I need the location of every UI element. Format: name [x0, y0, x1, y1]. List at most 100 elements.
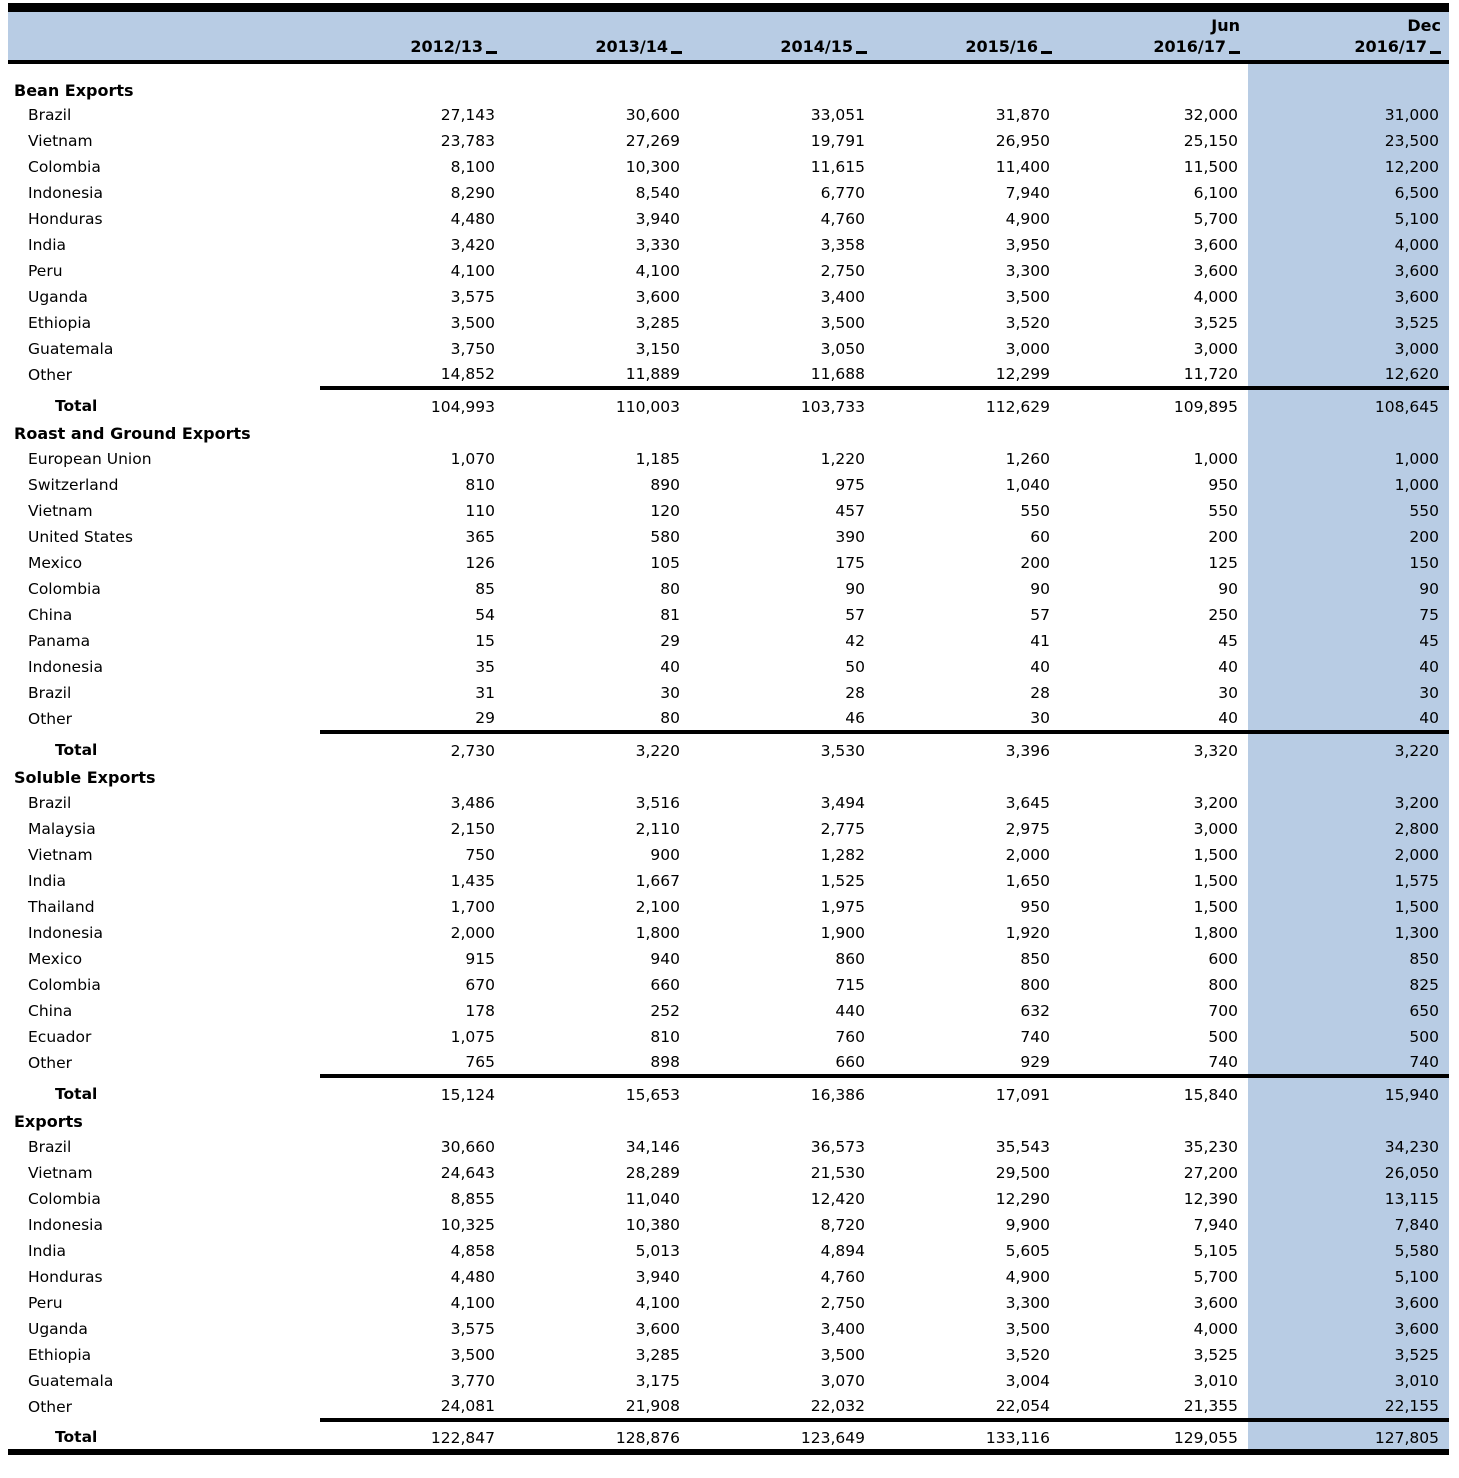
value-cell: 21,355 — [1060, 1394, 1248, 1422]
value-cell: 4,900 — [1005, 210, 1050, 228]
value-cell: 2,975 — [1005, 820, 1050, 838]
year-column-header: 2013/14 — [505, 3, 690, 64]
value-cell: 3,285 — [635, 1346, 680, 1364]
value-cell: 60 — [1030, 528, 1050, 546]
value-cell: 3,400 — [820, 288, 865, 306]
row-label: Malaysia — [28, 820, 96, 838]
value-cell: 80 — [505, 706, 690, 734]
value-cell: 3,645 — [1005, 794, 1050, 812]
value-cell: 40 — [1218, 658, 1238, 676]
table-row: Honduras 4,480 3,940 4,760 4,900 5,700 5,100 — [8, 1264, 1449, 1290]
value-cell: 550 — [1020, 502, 1050, 520]
value-cell: 1,667 — [635, 872, 680, 890]
total-value-cell: 129,055 — [1060, 1420, 1248, 1455]
value-cell: 740 — [1060, 1050, 1248, 1078]
total-value-cell: 3,220 — [635, 742, 680, 760]
period-prefix-label: Jun — [1211, 16, 1240, 35]
table-row: Brazil 3,486 3,516 3,494 3,645 3,200 3,200 — [8, 790, 1449, 816]
row-label: Vietnam — [28, 846, 93, 864]
value-cell: 3,358 — [820, 236, 865, 254]
table-row: Panama 15 29 42 41 45 45 — [8, 628, 1449, 654]
value-cell: 390 — [835, 528, 865, 546]
value-cell: 365 — [465, 528, 495, 546]
value-cell: 3,400 — [820, 1320, 865, 1338]
value-cell: 800 — [1020, 976, 1050, 994]
value-cell: 950 — [1020, 898, 1050, 916]
row-label: Honduras — [28, 210, 103, 228]
value-cell: 35,543 — [995, 1138, 1050, 1156]
total-value-cell: 133,116 — [875, 1420, 1060, 1455]
value-cell: 4,480 — [450, 1268, 495, 1286]
row-label: Peru — [28, 262, 63, 280]
total-value-cell: 108,645 — [1248, 388, 1449, 420]
total-value-cell: 17,091 — [995, 1086, 1050, 1104]
section-title: Bean Exports — [14, 80, 134, 100]
value-cell: 24,081 — [320, 1394, 505, 1422]
value-cell: 3,486 — [450, 794, 495, 812]
value-cell: 950 — [1208, 476, 1238, 494]
table-row: Brazil 31 30 28 28 30 30 — [8, 680, 1449, 706]
row-label: Brazil — [28, 1138, 72, 1156]
value-cell: 28 — [1030, 684, 1050, 702]
value-cell: 4,480 — [450, 210, 495, 228]
value-cell: 3,600 — [1248, 258, 1449, 284]
row-label: Colombia — [28, 158, 101, 176]
value-cell: 7,940 — [1005, 184, 1050, 202]
year-label: 2016/17 — [1248, 36, 1441, 58]
year-label: 2012/13 — [320, 36, 497, 58]
value-cell: 29,500 — [995, 1164, 1050, 1182]
table-row: Vietnam 23,783 27,269 19,791 26,950 25,150 23,… — [8, 128, 1449, 154]
value-cell: 765 — [320, 1050, 505, 1078]
value-cell: 6,100 — [1193, 184, 1238, 202]
value-cell: 35 — [475, 658, 495, 676]
value-cell: 5,700 — [1193, 210, 1238, 228]
row-label: Colombia — [28, 580, 101, 598]
value-cell: 45 — [1248, 628, 1449, 654]
value-cell: 8,540 — [635, 184, 680, 202]
value-cell: 3,525 — [1248, 1342, 1449, 1368]
value-cell: 3,150 — [635, 340, 680, 358]
period-prefix-label — [320, 15, 497, 36]
row-label: China — [28, 1002, 73, 1020]
value-cell: 21,530 — [810, 1164, 865, 1182]
highlight-column-cell — [1248, 764, 1449, 790]
row-label: Indonesia — [28, 1216, 103, 1234]
value-cell: 1,500 — [1193, 846, 1238, 864]
value-cell: 34,146 — [625, 1138, 680, 1156]
value-cell: 50 — [845, 658, 865, 676]
row-label: Colombia — [28, 976, 101, 994]
total-value-cell: 110,003 — [615, 398, 680, 416]
value-cell: 1,700 — [450, 898, 495, 916]
value-cell: 500 — [1208, 1028, 1238, 1046]
total-value-cell: 2,730 — [450, 742, 495, 760]
value-cell: 19,791 — [810, 132, 865, 150]
value-cell: 57 — [845, 606, 865, 624]
value-cell: 105 — [650, 554, 680, 572]
value-cell: 660 — [650, 976, 680, 994]
section-title: Soluble Exports — [14, 767, 156, 787]
total-value-cell: 103,733 — [800, 398, 865, 416]
value-cell: 3,520 — [1005, 314, 1050, 332]
year-label: 2016/17 — [1060, 36, 1240, 58]
row-label: Ecuador — [28, 1028, 92, 1046]
value-cell: 22,032 — [690, 1394, 875, 1422]
value-cell: 34,230 — [1248, 1134, 1449, 1160]
value-cell: 3,070 — [820, 1372, 865, 1390]
value-cell: 632 — [1020, 1002, 1050, 1020]
value-cell: 3,600 — [1248, 1290, 1449, 1316]
row-label: Ethiopia — [28, 314, 92, 332]
table-row: Brazil 27,143 30,600 33,051 31,870 32,000 31,0… — [8, 102, 1449, 128]
total-row: Total 104,993 110,003 103,733 112,629 109,895… — [8, 388, 1449, 420]
value-cell: 900 — [650, 846, 680, 864]
year-column-header: 2012/13 — [320, 3, 505, 64]
total-value-cell: 104,993 — [430, 398, 495, 416]
table-row: India 4,858 5,013 4,894 5,605 5,105 5,580 — [8, 1238, 1449, 1264]
total-value-cell: 122,847 — [320, 1420, 505, 1455]
value-cell: 860 — [835, 950, 865, 968]
value-cell: 3,175 — [635, 1372, 680, 1390]
value-cell: 29 — [660, 632, 680, 650]
row-label: Uganda — [28, 1320, 88, 1338]
row-label: Other — [28, 710, 73, 728]
total-value-cell: 123,649 — [690, 1420, 875, 1455]
value-cell: 1,282 — [820, 846, 865, 864]
